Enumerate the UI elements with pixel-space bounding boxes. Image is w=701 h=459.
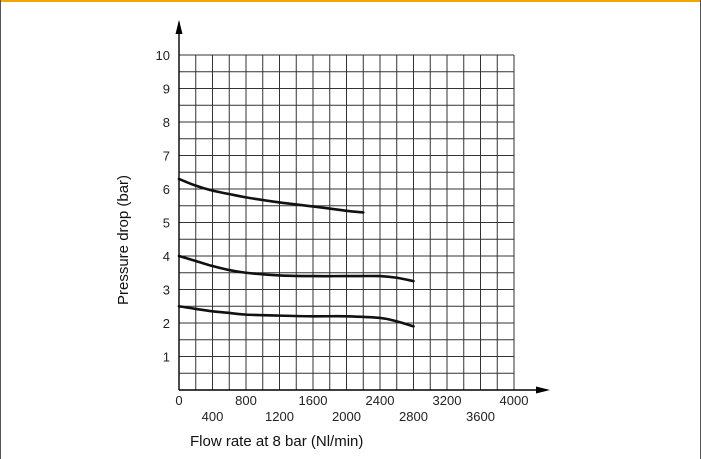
x-tick-label: 2400 — [366, 393, 395, 408]
x-axis-arrow — [536, 386, 550, 394]
chart-series-group — [177, 177, 415, 328]
x-tick-label: 1200 — [265, 409, 294, 424]
y-tick-label: 6 — [163, 182, 170, 197]
x-tick-label: 1600 — [299, 393, 328, 408]
y-tick-label: 5 — [163, 216, 170, 231]
series-line-2 — [177, 254, 415, 283]
y-tick-label: 7 — [163, 149, 170, 164]
y-tick-label: 1 — [163, 350, 170, 365]
x-axis-title: Flow rate at 8 bar (Nl/min) — [190, 433, 363, 450]
x-tick-label: 3600 — [466, 409, 495, 424]
x-tick-label: 2000 — [332, 409, 361, 424]
chart-tick-labels: 1 2 3 4 5 6 7 8 9 10 0 800 1600 2400 3200 4000 400 1200 20… — [156, 48, 529, 424]
frame-left-border — [0, 0, 1, 459]
x-tick-label: 2800 — [399, 409, 428, 424]
y-tick-label: 10 — [156, 48, 170, 63]
y-tick-label: 3 — [163, 283, 170, 298]
chart-axes — [175, 20, 550, 394]
y-tick-label: 9 — [163, 82, 170, 97]
x-tick-label: 4000 — [500, 393, 529, 408]
x-tick-label: 800 — [235, 393, 257, 408]
x-tick-label: 400 — [202, 409, 224, 424]
series-line-3 — [177, 304, 415, 328]
y-tick-label: 8 — [163, 115, 170, 130]
y-axis-arrow — [175, 20, 183, 34]
y-axis-title: Pressure drop (bar) — [115, 175, 132, 305]
x-tick-label: 0 — [175, 393, 182, 408]
chart-grid — [178, 54, 515, 391]
y-tick-label: 4 — [163, 249, 170, 264]
y-tick-label: 2 — [163, 316, 170, 331]
x-tick-label: 3200 — [433, 393, 462, 408]
series-line-1 — [177, 177, 365, 214]
